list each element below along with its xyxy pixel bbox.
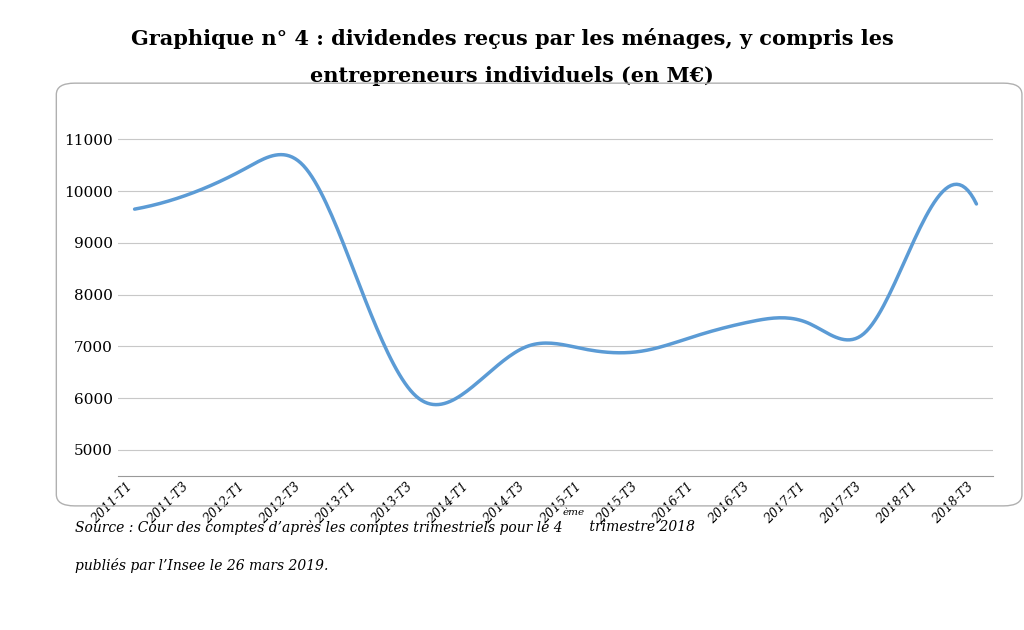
Text: entrepreneurs individuels (en M€): entrepreneurs individuels (en M€) xyxy=(310,66,714,86)
Text: Graphique n° 4 : dividendes reçus par les ménages, y compris les: Graphique n° 4 : dividendes reçus par le… xyxy=(131,28,893,49)
Text: Source : Cour des comptes d’après les comptes trimestriels pour le 4: Source : Cour des comptes d’après les co… xyxy=(75,520,562,535)
Text: ème: ème xyxy=(562,508,585,517)
Text: trimestre 2018: trimestre 2018 xyxy=(585,520,694,534)
Text: publiés par l’Insee le 26 mars 2019.: publiés par l’Insee le 26 mars 2019. xyxy=(75,558,328,573)
